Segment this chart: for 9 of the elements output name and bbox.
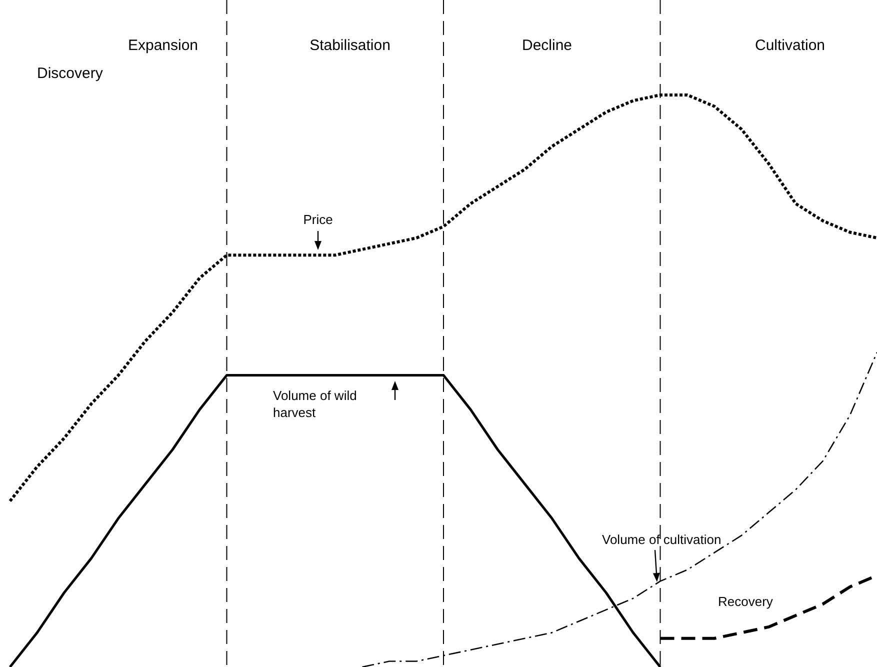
text: Price <box>303 212 333 227</box>
text: Expansion <box>128 37 198 54</box>
series-label: Volume of cultivation <box>602 532 722 547</box>
text: Discovery <box>37 65 104 82</box>
text: Stabilisation <box>310 37 390 54</box>
text: Cultivation <box>754 37 826 54</box>
series-label: Volume of wild harvest <box>273 388 357 420</box>
series-label: Recovery <box>718 594 774 609</box>
text: Decline <box>522 37 572 54</box>
